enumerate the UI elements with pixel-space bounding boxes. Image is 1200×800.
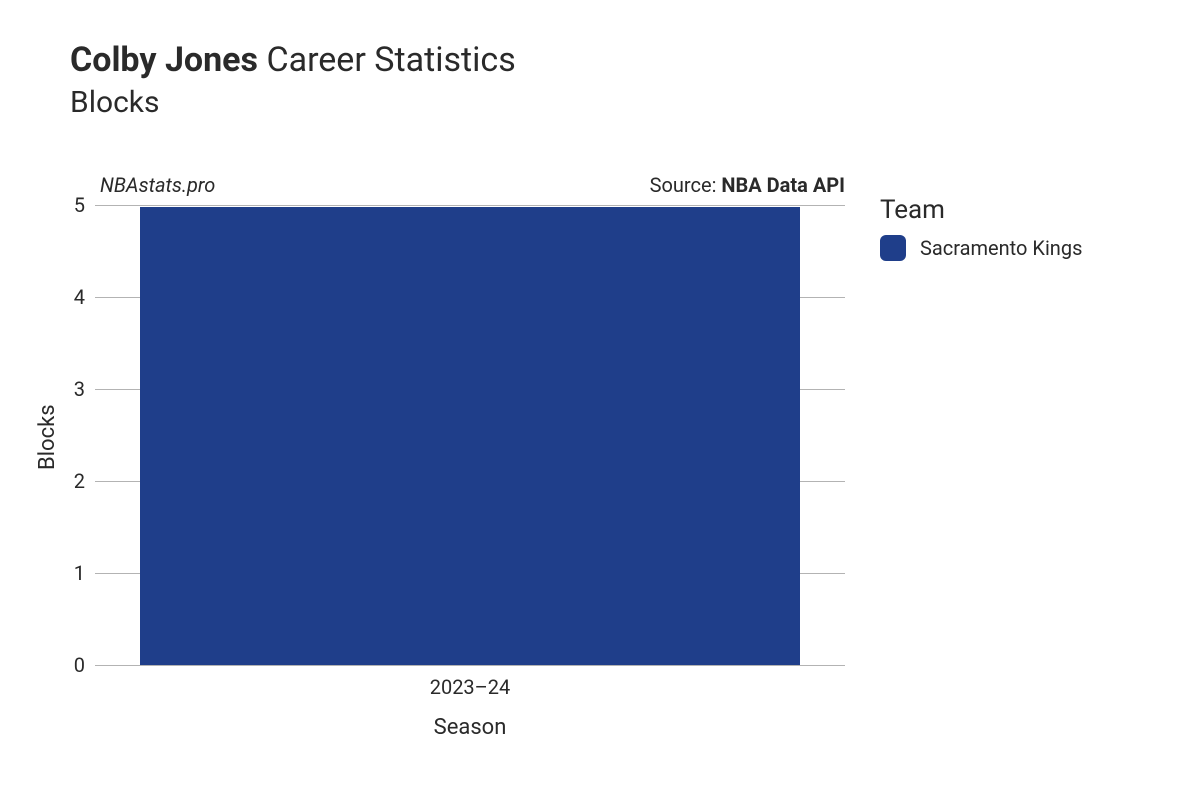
grid-line [95, 205, 845, 206]
chart-subtitle: Blocks [70, 85, 516, 120]
y-tick-label: 2 [45, 469, 95, 493]
source-name: NBA Data API [721, 173, 845, 197]
bar [140, 207, 800, 665]
y-tick-label: 5 [45, 193, 95, 217]
chart-container: Colby Jones Career Statistics Blocks NBA… [0, 0, 1200, 800]
chart-title: Colby Jones Career Statistics [70, 40, 516, 81]
site-annotation: NBAstats.pro [100, 173, 215, 197]
source-annotation: Source: NBA Data API [575, 173, 845, 197]
y-tick-label: 4 [45, 285, 95, 309]
legend-item-label: Sacramento Kings [920, 236, 1082, 260]
legend-items: Sacramento Kings [880, 235, 1082, 261]
plot-area: 0123452023–24 [95, 205, 845, 665]
title-rest: Career Statistics [258, 40, 516, 80]
x-tick-label: 2023–24 [430, 665, 511, 699]
legend-title: Team [880, 195, 1082, 225]
source-label: Source: [650, 173, 722, 197]
y-tick-label: 0 [45, 653, 95, 677]
title-player-name: Colby Jones [70, 40, 258, 80]
title-block: Colby Jones Career Statistics Blocks [70, 40, 516, 120]
legend-item: Sacramento Kings [880, 235, 1082, 261]
x-axis-label: Season [370, 715, 570, 740]
y-tick-label: 1 [45, 561, 95, 585]
y-tick-label: 3 [45, 377, 95, 401]
y-axis-label: Blocks [35, 404, 60, 470]
legend-swatch [880, 235, 906, 261]
legend: Team Sacramento Kings [880, 195, 1082, 261]
